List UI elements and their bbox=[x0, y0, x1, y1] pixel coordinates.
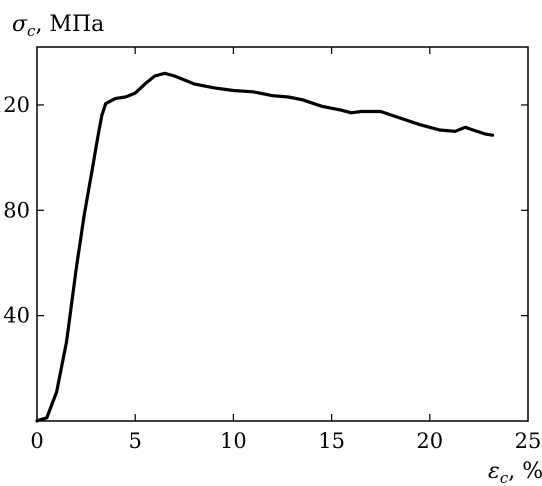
y-tick-label: 40 bbox=[3, 304, 30, 328]
x-tick-label: 25 bbox=[515, 429, 542, 453]
y-tick-label: 80 bbox=[3, 198, 30, 222]
x-tick-label: 5 bbox=[129, 429, 142, 453]
x-tick-label: 0 bbox=[30, 429, 43, 453]
x-axis-label: εc, % bbox=[488, 459, 542, 486]
y-axis-label: σc, МПа bbox=[12, 12, 104, 40]
plot-frame bbox=[36, 46, 529, 422]
x-tick-label: 20 bbox=[416, 429, 443, 453]
stress-strain-curve bbox=[35, 71, 495, 423]
x-tick-label: 15 bbox=[318, 429, 345, 453]
axis-tick-labels: 0 5 10 15 20 25 40 80 120 bbox=[0, 93, 541, 453]
x-tick-label: 10 bbox=[220, 429, 247, 453]
y-tick-label: 120 bbox=[0, 93, 30, 117]
axis-ticks bbox=[37, 47, 528, 421]
